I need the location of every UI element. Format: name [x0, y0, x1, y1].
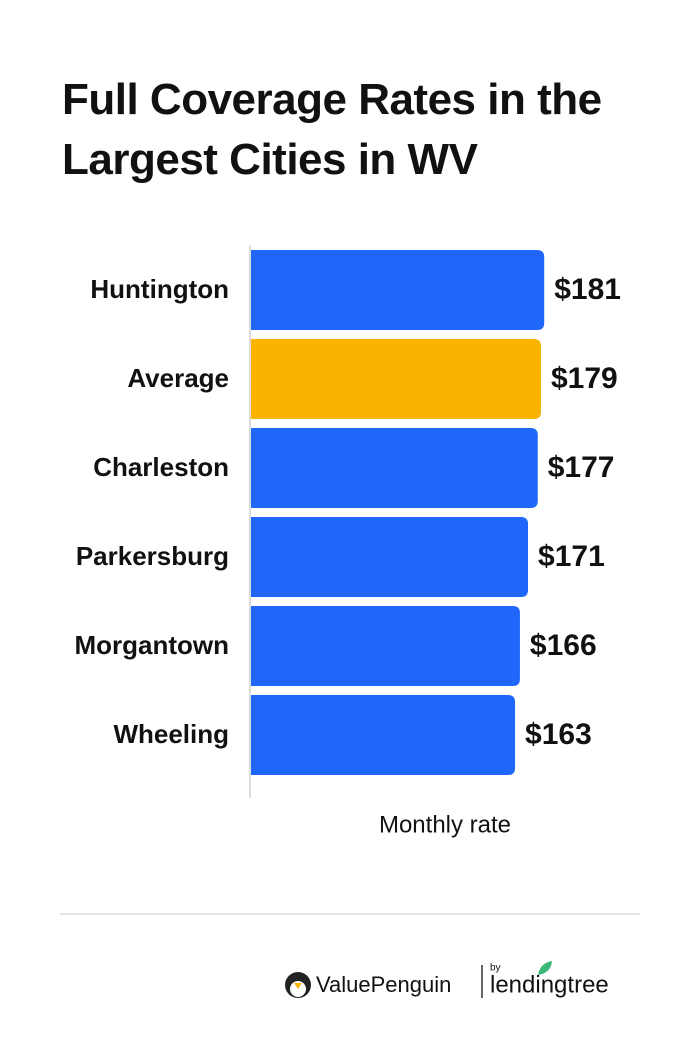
- leaf-icon: [538, 961, 552, 975]
- y-tick-label: Average: [127, 363, 229, 393]
- by-text: by: [490, 963, 501, 974]
- bar: [251, 428, 538, 508]
- bar: [251, 695, 516, 775]
- bar: [251, 606, 520, 686]
- partner: lendingtree: [490, 971, 609, 998]
- penguin-icon: [285, 972, 311, 998]
- y-tick-label: Morgantown: [74, 630, 229, 660]
- brand: ValuePenguin: [316, 972, 451, 997]
- y-tick-label: Huntington: [90, 274, 229, 304]
- bar: [251, 339, 541, 419]
- value-label: $179: [551, 362, 618, 395]
- y-tick-label: Wheeling: [113, 719, 229, 749]
- value-label: $181: [554, 273, 621, 306]
- value-label: $177: [548, 451, 615, 484]
- x-axis-label: Monthly rate: [379, 811, 511, 838]
- value-label: $166: [530, 629, 597, 662]
- chart-title: Full Coverage Rates in the Largest Citie…: [62, 75, 602, 184]
- y-tick-label: Parkersburg: [76, 541, 229, 571]
- value-label: $163: [525, 718, 592, 751]
- bar: [251, 517, 529, 597]
- bar: [251, 250, 545, 330]
- value-label: $171: [538, 540, 605, 573]
- y-tick-label: Charleston: [93, 452, 229, 482]
